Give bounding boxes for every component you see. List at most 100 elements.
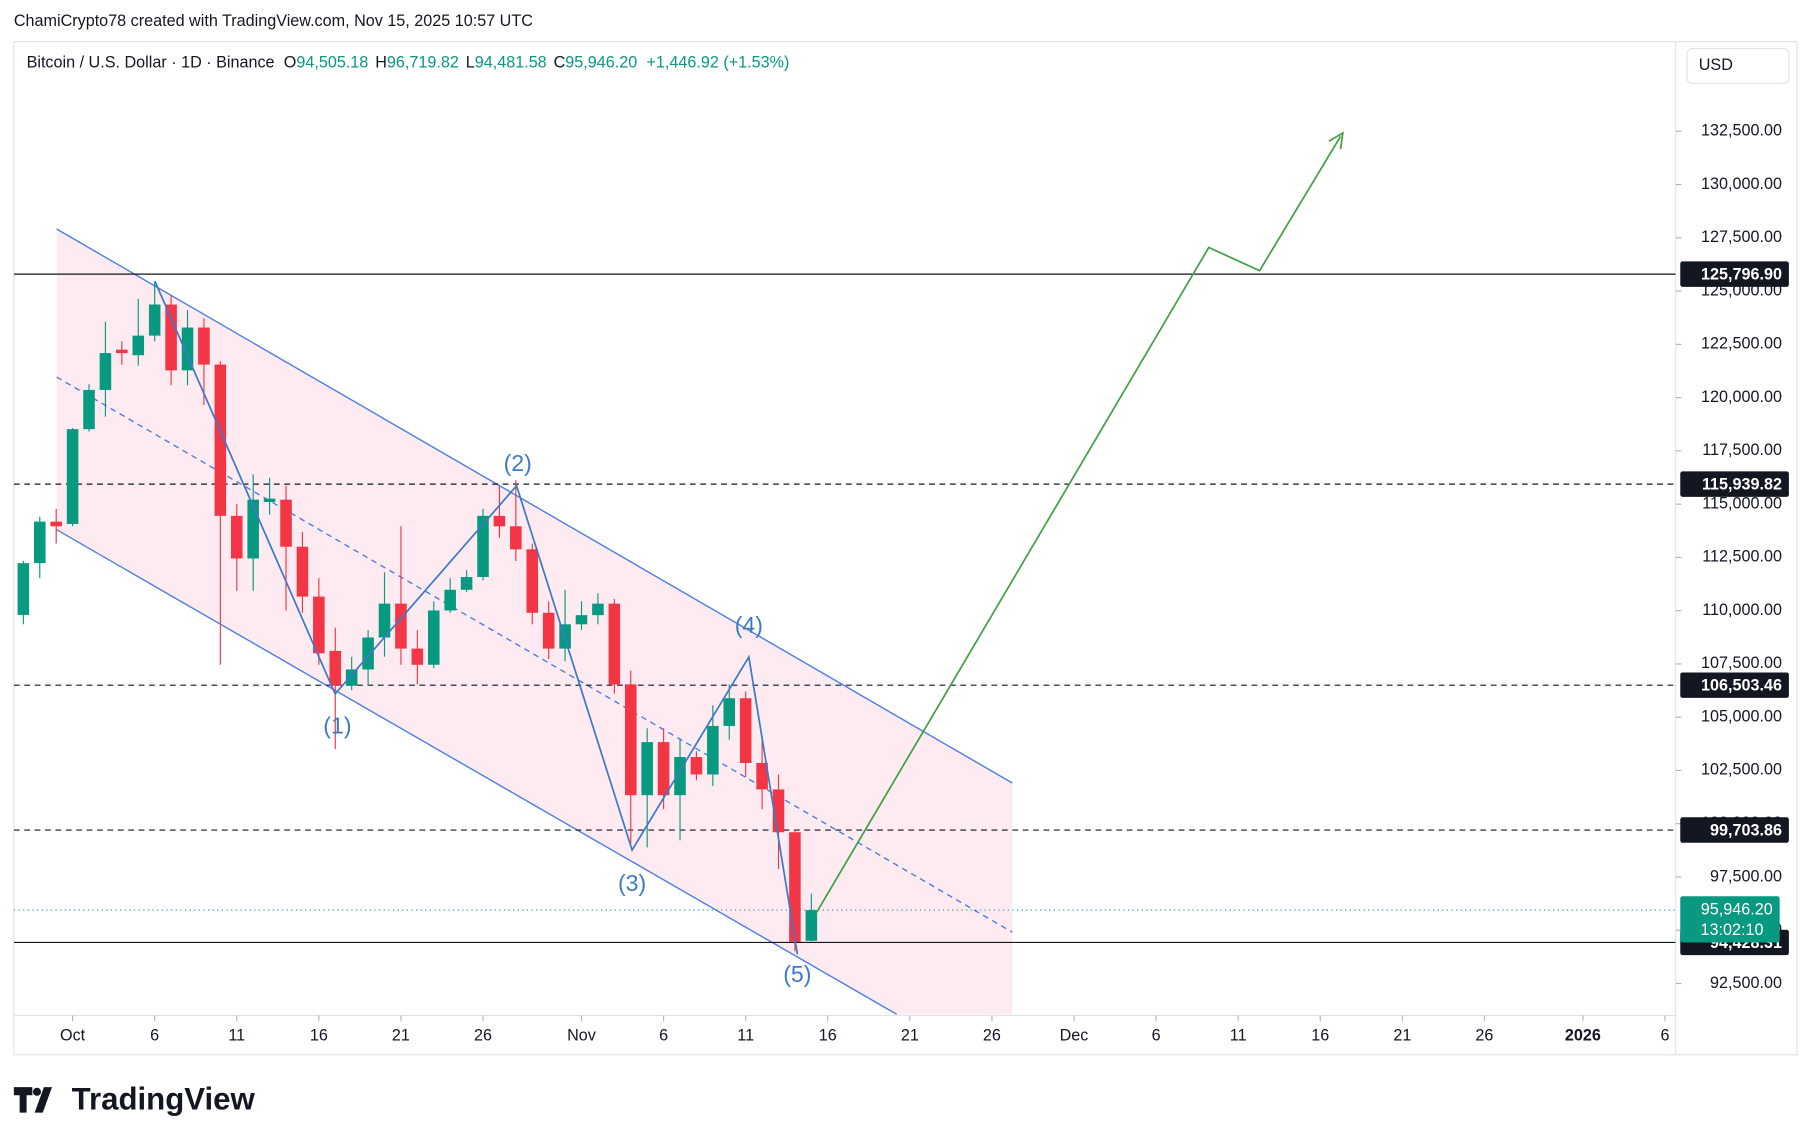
arrow-head [1328,131,1344,150]
candles [17,281,818,952]
candle-body [148,304,161,336]
candle-body [132,335,145,356]
level-label: 99,703.86 [1710,821,1782,839]
x-tick-label: 16 [819,1027,837,1045]
x-tick-label: 6 [150,1027,159,1045]
symbol-title: Bitcoin / U.S. Dollar · 1D · Binance [27,54,275,72]
y-tick-label: 132,500.00 [1701,122,1782,140]
candle-body [263,498,276,503]
ohlc-key: O [284,54,297,72]
channel-upper [56,228,1013,784]
candle-body [214,364,227,516]
candle-body [575,615,588,625]
candle-body [33,521,46,564]
y-tick-label: 92,500.00 [1710,974,1782,992]
level-badge [1680,817,1789,843]
x-tick-label: 16 [1311,1027,1329,1045]
y-tick-label: 117,500.00 [1702,441,1782,459]
candle-body [165,304,177,371]
candle-body [198,327,210,365]
y-tick-label: 97,500.00 [1710,867,1782,885]
candle-body [460,577,473,590]
level-label: 115,939.82 [1702,476,1782,494]
level-badge [1680,261,1789,287]
y-tick-label: 107,500.00 [1701,654,1782,672]
y-tick-label: 127,500.00 [1701,228,1782,246]
ohlc-value: 95,946.20 [565,54,637,72]
change: +1,446.92 (+1.53%) [646,54,789,72]
candle-body [690,757,703,775]
candle-body [247,499,259,559]
candle-body [723,698,736,726]
candle-body [493,515,506,527]
candle-body [378,603,391,638]
candle-body [772,789,785,833]
candle-body [181,327,194,371]
candle-body [427,610,440,665]
candle-body [608,603,621,685]
ohlc-value: 94,505.18 [296,54,368,72]
candle-body [444,589,456,611]
candle-body [674,757,686,796]
y-tick-label: 102,500.00 [1701,761,1782,779]
candle-body [296,546,309,597]
logo-text: TradingView [72,1081,256,1116]
level-label: 125,796.90 [1701,266,1782,284]
y-tick-label: 130,000.00 [1701,175,1782,193]
candle-body [230,515,243,559]
candle-body [50,521,62,527]
x-tick-label: 2026 [1565,1027,1601,1045]
candle-body [542,612,555,649]
x-tick-label: 21 [1393,1027,1411,1045]
candle-body [641,742,653,796]
candle-body [526,549,539,613]
x-tick-label: 21 [901,1027,919,1045]
x-tick-label: 21 [392,1027,410,1045]
channel-mid [56,376,1013,933]
candle-body [756,762,768,790]
currency-button[interactable] [1686,47,1790,84]
candle-body [17,563,30,615]
countdown: 13:02:10 [1701,921,1764,939]
candle-body [707,725,719,775]
y-tick-label: 115,000.00 [1702,494,1782,512]
x-tick-label: 26 [1475,1027,1493,1045]
x-tick-label: Oct [60,1027,86,1045]
channel-lower [56,529,898,1015]
last-price-badge [1680,896,1780,943]
candle-body [313,596,325,654]
x-tick-label: 26 [474,1027,492,1045]
candle-body [83,389,95,430]
wave-label: (4) [735,612,763,638]
candle-body [66,429,79,524]
level-badge [1680,471,1789,497]
levels [13,273,1676,944]
ohlc-key: H [375,54,387,72]
plot-area: (1) (2) (3) (4) (5) [13,131,1676,1015]
ohlc-value: 94,481.58 [475,54,547,72]
y-tick-label: 105,000.00 [1701,707,1782,725]
candle-body [789,832,801,942]
x-tick-label: 11 [228,1027,245,1045]
candle-body [362,637,374,670]
x-tick-label: 6 [1661,1027,1670,1045]
y-tick-label: 120,000.00 [1701,388,1782,406]
wave-path [154,280,799,955]
symbol-legend: Bitcoin / U.S. Dollar · 1D · Binance O94,… [27,54,790,72]
candle-body [116,349,128,354]
y-tick-label: 112,500.00 [1702,548,1782,566]
logo-dot [32,1087,42,1096]
x-tick-label: 26 [983,1027,1001,1045]
logo-icon [13,1087,53,1113]
currency[interactable]: USD [1699,56,1733,74]
logo: TradingView [13,1081,256,1116]
wave-label: (2) [504,450,532,476]
x-tick-label: Dec [1060,1027,1089,1045]
candle-body [805,910,818,941]
x-tick-label: Nov [567,1027,597,1045]
last-price-label: 95,946.20 [1701,900,1773,918]
x-tick-label: 11 [737,1027,754,1045]
attribution: ChamiCrypto78 created with TradingView.c… [14,12,533,30]
